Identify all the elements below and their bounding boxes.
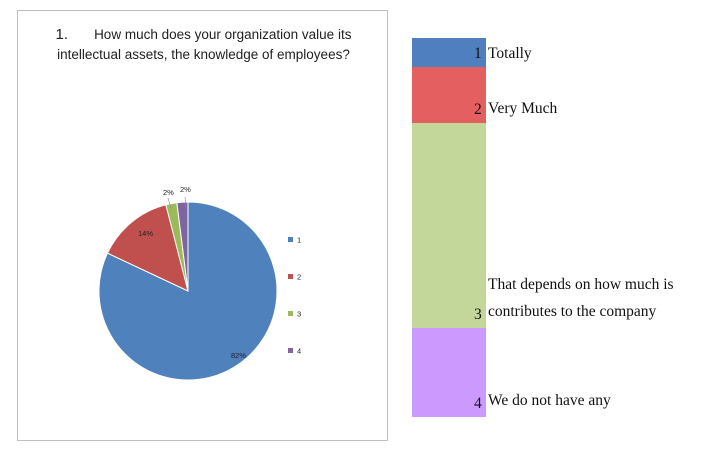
data-label-3: 2% bbox=[163, 188, 174, 197]
data-label-1: 82% bbox=[231, 351, 246, 360]
answer-key-table: 1 Totally 2 Very Much 3 That depends on … bbox=[412, 38, 690, 418]
answer-swatch-1 bbox=[412, 38, 486, 67]
answer-number-4: 4 bbox=[474, 395, 482, 412]
data-label-4: 2% bbox=[180, 185, 191, 194]
answer-text-2: Very Much bbox=[488, 100, 558, 117]
answer-text-3b: contributes to the company bbox=[488, 303, 657, 320]
chart-title-number: 1. bbox=[55, 26, 69, 43]
chart-frame: 1. How much does your organization value … bbox=[17, 10, 388, 441]
answer-text-1: Totally bbox=[488, 45, 532, 62]
legend-label-2: 2 bbox=[297, 273, 301, 282]
pie-chart: 82% 14% 2% 2% 1 2 3 4 bbox=[98, 185, 301, 381]
chart-title-text: How much does your organization value it… bbox=[57, 27, 352, 62]
answer-number-3: 3 bbox=[474, 306, 482, 323]
leader-line-3 bbox=[167, 197, 172, 209]
chart-title: 1. How much does your organization value … bbox=[26, 25, 381, 65]
legend-swatch-3 bbox=[288, 311, 293, 316]
answer-swatch-2 bbox=[412, 67, 486, 123]
legend-swatch-2 bbox=[288, 274, 293, 279]
answer-swatch-3 bbox=[412, 123, 486, 328]
legend-label-1: 1 bbox=[297, 236, 301, 245]
legend-swatch-4 bbox=[288, 348, 293, 353]
answer-number-1: 1 bbox=[474, 45, 482, 62]
pie-slice-4 bbox=[176, 201, 189, 292]
leader-line-4 bbox=[184, 196, 187, 209]
answer-row-4: 4 We do not have any bbox=[412, 328, 690, 417]
answer-swatch-4 bbox=[412, 328, 486, 417]
answer-text-4: We do not have any bbox=[488, 392, 611, 409]
answer-text-3a: That depends on how much is bbox=[488, 276, 674, 293]
legend-label-4: 4 bbox=[297, 347, 301, 356]
legend-swatch-1 bbox=[288, 237, 293, 242]
pie-slice-2 bbox=[106, 204, 189, 292]
legend-label-3: 3 bbox=[297, 310, 301, 319]
answer-row-2: 2 Very Much bbox=[412, 67, 690, 123]
answer-row-3: 3 That depends on how much is contribute… bbox=[412, 123, 690, 328]
answer-number-2: 2 bbox=[474, 101, 482, 118]
answer-row-1: 1 Totally bbox=[412, 38, 690, 67]
data-label-2: 14% bbox=[138, 229, 153, 238]
